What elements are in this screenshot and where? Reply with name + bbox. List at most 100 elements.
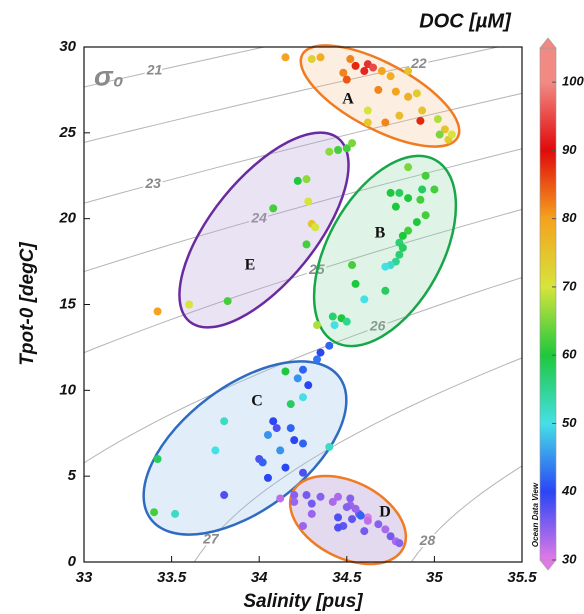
data-point <box>346 55 355 64</box>
data-point <box>302 240 311 249</box>
x-tick-label: 33 <box>76 569 93 586</box>
data-point <box>381 525 390 534</box>
data-point <box>153 307 162 316</box>
data-point <box>342 144 351 153</box>
y-tick-label: 15 <box>59 295 76 312</box>
data-point <box>339 68 348 77</box>
data-point <box>351 279 360 288</box>
data-point <box>334 492 343 501</box>
isopycnal-label: 22 <box>410 55 427 71</box>
data-point <box>299 393 307 402</box>
data-point <box>395 539 404 548</box>
data-point <box>171 509 180 518</box>
data-point <box>316 492 325 501</box>
data-point <box>404 194 413 203</box>
data-point <box>304 197 313 206</box>
data-point <box>342 75 351 84</box>
data-point <box>356 511 365 520</box>
data-point <box>269 204 278 213</box>
data-point <box>374 520 383 529</box>
data-point <box>363 106 372 115</box>
colorbar-tick-label: 40 <box>561 483 577 498</box>
data-point <box>412 89 421 98</box>
data-point <box>269 417 278 426</box>
data-point <box>348 139 357 148</box>
group-label: E <box>245 257 256 274</box>
data-point <box>412 218 421 227</box>
data-point <box>220 417 229 426</box>
colorbar <box>539 47 557 561</box>
data-point <box>328 312 337 321</box>
data-point <box>290 491 299 500</box>
data-point <box>325 341 334 350</box>
data-point <box>381 262 390 271</box>
data-point <box>307 499 316 508</box>
data-point <box>348 515 357 524</box>
data-point <box>404 163 413 172</box>
y-axis-label: Tpot-0 [degC] <box>17 242 38 366</box>
data-point <box>272 424 281 433</box>
data-point <box>307 509 316 518</box>
data-point <box>348 261 357 270</box>
data-point <box>374 85 383 94</box>
data-point <box>334 146 343 154</box>
data-point <box>398 243 407 252</box>
data-point <box>360 67 369 76</box>
data-point <box>395 188 404 197</box>
data-point <box>313 321 322 330</box>
isopycnal-label: 28 <box>419 532 436 548</box>
data-point <box>293 374 302 383</box>
data-point <box>391 87 400 96</box>
isopycnal <box>84 92 522 204</box>
data-point <box>299 468 307 477</box>
data-point <box>281 463 290 472</box>
colorbar-tick-label: 90 <box>562 142 577 157</box>
data-point <box>404 226 413 235</box>
data-point <box>286 424 295 433</box>
data-point <box>342 503 351 512</box>
data-point <box>150 508 159 517</box>
data-point <box>346 494 355 503</box>
data-point <box>302 175 311 184</box>
isopycnal-label: 23 <box>144 175 161 191</box>
data-point <box>404 67 413 76</box>
data-point <box>395 111 404 120</box>
data-point <box>381 118 390 127</box>
x-tick-label: 35.5 <box>507 569 537 586</box>
isopycnal-label: 26 <box>369 318 386 334</box>
data-point <box>351 504 360 513</box>
isopycnal <box>84 47 498 143</box>
isopycnal-label: 21 <box>146 62 163 78</box>
watermark: Ocean Data View <box>531 482 540 547</box>
data-point <box>386 188 395 197</box>
data-point <box>325 442 334 451</box>
data-point <box>290 436 299 445</box>
data-point <box>342 317 351 326</box>
data-point <box>316 53 325 62</box>
data-point <box>286 400 295 409</box>
isopycnal-label: 24 <box>250 209 267 225</box>
data-point <box>311 223 320 232</box>
group-label: A <box>342 91 354 108</box>
x-tick-label: 34.5 <box>332 569 362 586</box>
y-tick-label: 20 <box>58 210 76 227</box>
y-tick-label: 30 <box>59 38 76 55</box>
data-point <box>435 130 444 139</box>
data-point <box>386 72 395 81</box>
y-tick-label: 5 <box>68 467 77 484</box>
isopycnal <box>84 277 522 464</box>
data-point <box>299 439 307 448</box>
data-point <box>185 300 194 309</box>
data-point <box>418 106 427 115</box>
data-point <box>398 231 407 240</box>
data-point <box>258 458 267 467</box>
data-point <box>447 130 456 139</box>
data-point <box>363 118 372 127</box>
isopycnal <box>193 357 522 562</box>
data-point <box>153 455 162 463</box>
isopycnal <box>410 465 522 562</box>
data-point <box>290 497 299 506</box>
data-point <box>334 523 343 532</box>
data-point <box>211 446 220 455</box>
